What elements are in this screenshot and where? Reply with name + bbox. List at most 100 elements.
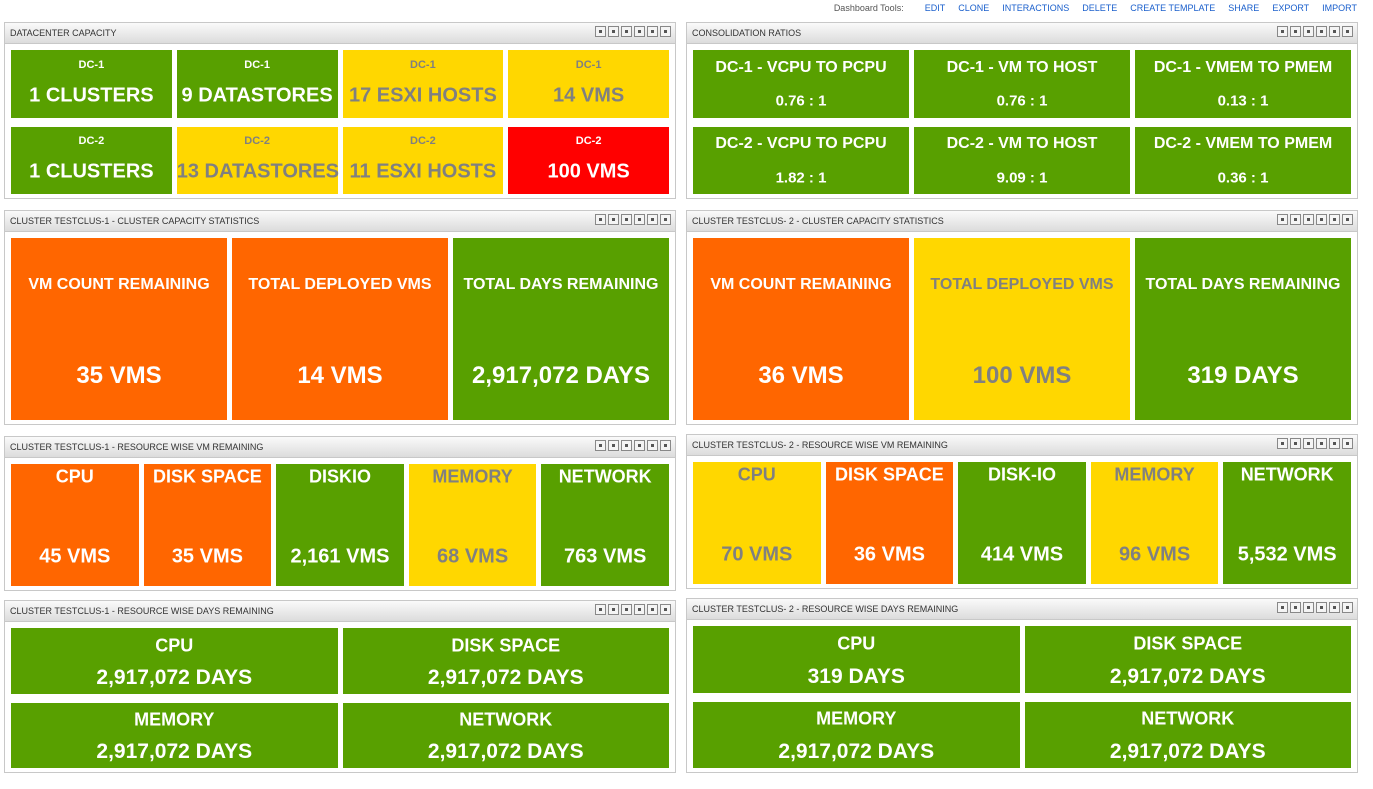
metric-tile: NETWORK 763 VMS xyxy=(541,464,669,586)
panel-control-button[interactable] xyxy=(660,604,671,615)
panel-control-button[interactable] xyxy=(1290,602,1301,613)
tile-label: NETWORK xyxy=(1240,464,1334,485)
tile-label: VM COUNT REMAINING xyxy=(710,276,892,294)
panel-control-button[interactable] xyxy=(608,440,619,451)
panel-control-button[interactable] xyxy=(1329,602,1340,613)
panel-control-button[interactable] xyxy=(1316,214,1327,225)
tile-label: DC-2 - VMEM TO PMEM xyxy=(1153,135,1333,153)
tile-value: 763 VMS xyxy=(564,545,647,568)
tile-value: 0.76 : 1 xyxy=(775,92,827,110)
panel-control-button[interactable] xyxy=(595,604,606,615)
tile-label: TOTAL DEPLOYED VMS xyxy=(248,276,432,294)
panel-header: DATACENTER CAPACITY xyxy=(5,23,675,44)
panel-control-button[interactable] xyxy=(1303,438,1314,449)
panel-header: CLUSTER TESTCLUS-1 - RESOURCE WISE VM RE… xyxy=(5,437,675,458)
panel-title: CLUSTER TESTCLUS-1 - RESOURCE WISE VM RE… xyxy=(10,442,264,452)
panel-control-button[interactable] xyxy=(608,26,619,37)
panel-control-button[interactable] xyxy=(621,214,632,225)
panel-control-button[interactable] xyxy=(608,214,619,225)
panel-control-button[interactable] xyxy=(660,26,671,37)
tile-label: DC-1 xyxy=(244,58,270,71)
panel-control-button[interactable] xyxy=(1303,214,1314,225)
panel-control-button[interactable] xyxy=(1342,214,1353,225)
tile-value: 96 VMS xyxy=(1119,543,1191,566)
toolbar-link[interactable]: EXPORT xyxy=(1272,3,1310,13)
panel-title: DATACENTER CAPACITY xyxy=(10,28,117,38)
panel-control-button[interactable] xyxy=(1290,26,1301,37)
panel-control-button[interactable] xyxy=(1277,214,1288,225)
panel-control-button[interactable] xyxy=(660,440,671,451)
panel-control-button[interactable] xyxy=(647,214,658,225)
panel-control-button[interactable] xyxy=(1316,438,1327,449)
metric-tile: NETWORK 2,917,072 DAYS xyxy=(1024,701,1351,768)
metric-tile: DC-1 - VMEM TO PMEM 0.13 : 1 xyxy=(1135,50,1351,118)
panel-control-button[interactable] xyxy=(1342,602,1353,613)
tile-value: 2,917,072 DAYS xyxy=(778,740,935,764)
tile-value: 414 VMS xyxy=(980,543,1064,566)
tile-label: MEMORY xyxy=(134,709,215,730)
tile-label: DC-1 xyxy=(575,58,602,71)
panel-control-button[interactable] xyxy=(595,440,606,451)
panel-control-button[interactable] xyxy=(621,604,632,615)
toolbar: Dashboard Tools: EDIT CLONE INTERACTIONS DE… xyxy=(834,3,1357,13)
panel-control-button[interactable] xyxy=(1303,26,1314,37)
metric-tile: VM COUNT REMAINING 35 VMS xyxy=(11,238,227,420)
tile-value: 0.76 : 1 xyxy=(996,92,1048,110)
panel-control-button[interactable] xyxy=(634,26,645,37)
panel-header: CLUSTER TESTCLUS- 2 - RESOURCE WISE DAYS… xyxy=(687,599,1357,620)
tile-label: DISK SPACE xyxy=(1133,633,1243,654)
toolbar-link[interactable]: CLONE xyxy=(958,3,990,13)
panel-control-button[interactable] xyxy=(1316,602,1327,613)
panel-control-button[interactable] xyxy=(1342,438,1353,449)
toolbar-link[interactable]: DELETE xyxy=(1082,3,1118,13)
toolbar-link[interactable]: INTERACTIONS xyxy=(1002,3,1070,13)
toolbar-link[interactable]: SHARE xyxy=(1228,3,1260,13)
panel-control-button[interactable] xyxy=(634,214,645,225)
panel-control-button[interactable] xyxy=(1329,214,1340,225)
panel-control-button[interactable] xyxy=(1290,438,1301,449)
tile-label: TOTAL DEPLOYED VMS xyxy=(930,276,1114,294)
panel-control-button[interactable] xyxy=(634,440,645,451)
tile-label: DC-2 - VM TO HOST xyxy=(946,135,1098,153)
tile-label: CPU xyxy=(837,633,876,654)
toolbar-link[interactable]: EDIT xyxy=(924,3,946,13)
panel-control-button[interactable] xyxy=(621,440,632,451)
panel-control-button[interactable] xyxy=(634,604,645,615)
metric-tile: VM COUNT REMAINING 36 VMS xyxy=(693,238,909,420)
panel-controls xyxy=(1277,438,1353,449)
metric-tile: DISK SPACE 35 VMS xyxy=(143,464,272,586)
panel-control-button[interactable] xyxy=(608,604,619,615)
panel-control-button[interactable] xyxy=(1303,602,1314,613)
toolbar-link[interactable]: CREATE TEMPLATE xyxy=(1130,3,1216,13)
panel-control-button[interactable] xyxy=(660,214,671,225)
tile-value: 2,917,072 DAYS xyxy=(472,362,650,390)
tile-value: 36 VMS xyxy=(853,543,925,566)
panel-control-button[interactable] xyxy=(1277,438,1288,449)
panel-header: CONSOLIDATION RATIOS xyxy=(687,23,1357,44)
panel-control-button[interactable] xyxy=(595,26,606,37)
panel-control-button[interactable] xyxy=(1277,26,1288,37)
panel-control-button[interactable] xyxy=(1329,26,1340,37)
metric-tile: MEMORY 2,917,072 DAYS xyxy=(693,701,1020,768)
toolbar-link[interactable]: IMPORT xyxy=(1322,3,1357,13)
panel-control-button[interactable] xyxy=(1329,438,1340,449)
panel-control-button[interactable] xyxy=(1290,214,1301,225)
tile-label: CPU xyxy=(55,466,94,487)
metric-tile: DISKIO 2,161 VMS xyxy=(276,464,404,586)
panel-control-button[interactable] xyxy=(621,26,632,37)
panel-control-button[interactable] xyxy=(647,26,658,37)
tile-value: 35 VMS xyxy=(171,545,243,568)
tile-label: DC-1 xyxy=(78,58,105,71)
metric-tile: DISK-IO 414 VMS xyxy=(958,462,1086,584)
tile-value: 5,532 VMS xyxy=(1237,543,1337,566)
metric-tile: DC-1 - VCPU TO PCPU 0.76 : 1 xyxy=(693,50,909,118)
metric-tile: DISK SPACE 2,917,072 DAYS xyxy=(342,628,669,694)
panel-control-button[interactable] xyxy=(1342,26,1353,37)
panel-control-button[interactable] xyxy=(1277,602,1288,613)
panel-control-button[interactable] xyxy=(595,214,606,225)
panel-control-button[interactable] xyxy=(647,440,658,451)
tile-value: 2,917,072 DAYS xyxy=(96,665,253,689)
panel-control-button[interactable] xyxy=(647,604,658,615)
panel-control-button[interactable] xyxy=(1316,26,1327,37)
tile-value: 14 VMS xyxy=(553,84,625,107)
